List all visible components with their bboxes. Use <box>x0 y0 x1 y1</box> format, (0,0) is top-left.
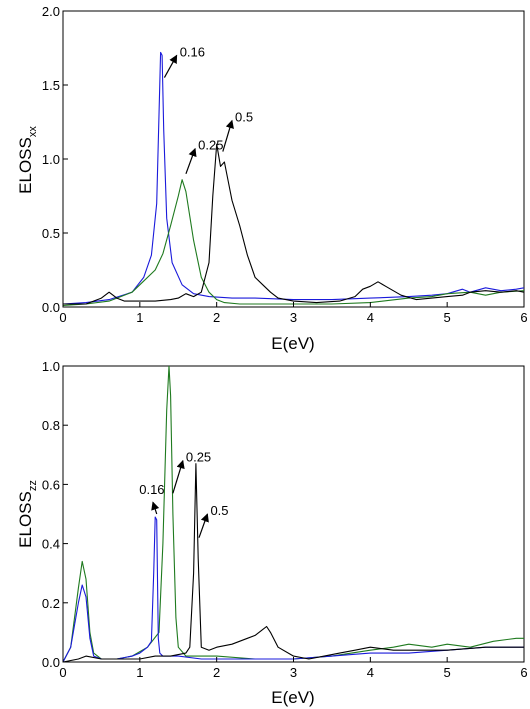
y-axis-title-main: ELOSS <box>16 491 35 548</box>
annotation-arrow <box>222 119 234 152</box>
y-tick-label: 1.0 <box>42 359 60 374</box>
x-tick-label: 4 <box>367 310 374 325</box>
x-axis-title: E(eV) <box>271 334 314 353</box>
plot-frame <box>62 365 525 663</box>
series-layer <box>63 366 524 662</box>
y-tick-label: 0.0 <box>42 655 60 670</box>
x-tick-label: 5 <box>444 310 451 325</box>
x-tick-label: 0 <box>59 310 66 325</box>
annotation-arrow <box>185 147 197 175</box>
y-axis-title: ELOSSxx <box>16 126 39 194</box>
annotations: 0.16 0.25 0.5 <box>163 44 253 175</box>
y-tick-label: 0.2 <box>42 596 60 611</box>
x-tick-label: 6 <box>520 310 527 325</box>
x-tick-label: 1 <box>136 310 143 325</box>
y-tick-label: 1.0 <box>42 152 60 167</box>
annotation-label: 0.16 <box>180 44 205 59</box>
annotation-arrow <box>151 501 160 515</box>
series-line-3 <box>63 463 524 662</box>
series-line-2 <box>63 179 524 307</box>
annotation-arrow <box>163 54 178 78</box>
y-axis-title: ELOSSzz <box>16 480 39 548</box>
x-tick-label: 2 <box>213 310 220 325</box>
y-tick-label: 0.5 <box>42 226 60 241</box>
x-tick-label: 6 <box>520 665 527 680</box>
y-tick-label: 0.6 <box>42 477 60 492</box>
series-line-2 <box>63 516 524 662</box>
y-tick-label: 2.0 <box>42 4 60 19</box>
x-tick-label: 3 <box>290 310 297 325</box>
y-axis: 0.0 0.5 1.0 1.5 2.0 <box>42 4 68 315</box>
plot-frame <box>62 10 525 308</box>
annotation-arrow <box>172 459 185 494</box>
y-axis-title-main: ELOSS <box>16 137 35 194</box>
y-tick-label: 0.4 <box>42 537 60 552</box>
annotation-label: 0.25 <box>186 450 211 465</box>
chart-panel-bottom: 0 1 2 3 4 5 6 0.0 0.2 0.4 0.6 0.8 1.0 0.25 0.16 0.5 E… <box>16 359 528 707</box>
x-tick-label: 1 <box>136 665 143 680</box>
y-tick-label: 0.8 <box>42 418 60 433</box>
series-line-1 <box>63 366 524 662</box>
annotation-label: 0.16 <box>139 482 164 497</box>
x-tick-label: 3 <box>290 665 297 680</box>
x-tick-label: 0 <box>59 665 66 680</box>
x-axis: 0 1 2 3 4 5 6 <box>59 657 528 680</box>
annotation-label: 0.5 <box>235 110 253 125</box>
x-axis: 0 1 2 3 4 5 6 <box>59 302 528 325</box>
x-tick-label: 5 <box>444 665 451 680</box>
series-layer <box>63 51 524 307</box>
y-tick-label: 0.0 <box>42 300 60 315</box>
x-tick-label: 4 <box>367 665 374 680</box>
annotation-arrow <box>198 513 209 538</box>
series-line-3 <box>63 143 524 305</box>
chart-panel-top: 0 1 2 3 4 5 6 0.0 0.5 1.0 1.5 2.0 0.16 0.25 0.5 E(eV… <box>16 4 528 353</box>
annotations: 0.25 0.16 0.5 <box>139 450 229 538</box>
y-tick-label: 1.5 <box>42 78 60 93</box>
x-tick-label: 2 <box>213 665 220 680</box>
y-axis: 0.0 0.2 0.4 0.6 0.8 1.0 <box>42 359 68 670</box>
x-axis-title: E(eV) <box>271 688 314 707</box>
y-axis-title-subscript: zz <box>27 480 39 491</box>
annotation-label: 0.5 <box>210 503 228 518</box>
y-axis-title-subscript: xx <box>27 126 39 138</box>
annotation-label: 0.25 <box>198 138 223 153</box>
series-line-1 <box>63 51 524 305</box>
